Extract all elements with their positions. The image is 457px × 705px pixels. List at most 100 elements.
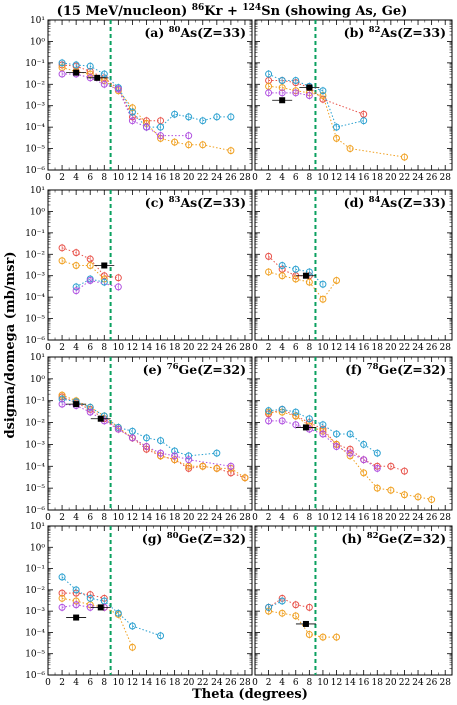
series-line-blue [75, 278, 105, 288]
data-point-purple [86, 408, 94, 416]
series-line-orange [61, 260, 105, 280]
data-point-purple [319, 430, 327, 438]
x-tick-label: 12 [127, 343, 138, 353]
data-point-blue [199, 117, 207, 125]
x-tick-label: 4 [279, 343, 285, 353]
x-tick-label: 26 [225, 173, 237, 183]
data-point-blue [157, 632, 165, 640]
y-tick-label: 10⁰ [30, 543, 45, 553]
data-point-purple [157, 132, 165, 140]
data-point-black [279, 97, 286, 104]
series-line-purple [62, 403, 231, 467]
x-tick-label: 8 [306, 678, 312, 688]
data-point-orange [319, 633, 327, 641]
data-point-blue [319, 421, 327, 429]
data-point-black [306, 84, 313, 91]
data-point-black [302, 620, 309, 627]
panel-frame [254, 525, 453, 676]
x-tick-label: 24 [211, 513, 223, 523]
data-point-blue [319, 280, 327, 288]
data-point-purple [360, 456, 368, 464]
data-point-red [292, 601, 300, 609]
data-point-orange [292, 612, 300, 620]
data-point-blue [305, 415, 313, 423]
data-point-purple [114, 283, 122, 291]
y-tick-label: 10⁰ [30, 37, 45, 47]
x-tick-label: 12 [127, 173, 138, 183]
series-line-blue [282, 265, 324, 285]
data-point-blue [278, 405, 286, 413]
data-point-red [387, 462, 395, 470]
data-point-purple [227, 462, 235, 470]
data-point-purple [278, 417, 286, 425]
data-point-orange [278, 609, 286, 617]
series-line-red [268, 408, 405, 472]
x-tick-label: 12 [331, 343, 342, 353]
x-tick-label: 18 [169, 343, 181, 353]
data-point-blue [265, 603, 273, 611]
x-tick-label: 22 [197, 173, 208, 183]
data-point-orange [305, 630, 313, 638]
y-tick-label: 10⁻² [25, 586, 45, 596]
data-point-orange [278, 272, 286, 280]
data-point-black [73, 401, 80, 408]
data-point-blue [114, 609, 122, 617]
data-point-purple [128, 117, 136, 125]
data-point-blue [292, 265, 300, 273]
data-point-orange [72, 261, 80, 269]
y-tick-label: 10⁻⁵ [25, 315, 45, 325]
series-line-orange [268, 85, 405, 158]
data-point-purple [100, 80, 108, 88]
y-tick-label: 10⁻⁶ [25, 671, 45, 681]
x-tick-label: 26 [426, 343, 438, 353]
panel-label: (h) 82Ge(Z=32) [341, 531, 446, 546]
y-tick-label: 10¹ [30, 353, 45, 363]
data-point-orange [185, 141, 193, 149]
data-point-black [302, 272, 309, 279]
x-tick-label: 20 [183, 513, 195, 523]
x-tick-label: 10 [113, 343, 125, 353]
data-point-purple [72, 287, 80, 295]
data-point-red [305, 603, 313, 611]
x-tick-label: 20 [385, 343, 397, 353]
series-line-red [268, 80, 364, 115]
data-point-blue [100, 278, 108, 286]
x-tick-label: 0 [252, 173, 258, 183]
x-tick-label: 20 [385, 678, 397, 688]
x-tick-label: 26 [426, 678, 438, 688]
data-point-black [73, 614, 80, 621]
x-tick-label: 10 [317, 678, 329, 688]
x-tick-label: 6 [87, 343, 93, 353]
data-point-blue [346, 430, 354, 438]
x-tick-label: 26 [426, 173, 438, 183]
x-tick-label: 4 [279, 678, 285, 688]
data-point-blue [185, 113, 193, 121]
data-point-orange [428, 496, 436, 504]
data-point-blue [72, 586, 80, 594]
x-tick-label: 24 [412, 678, 424, 688]
x-tick-label: 22 [399, 173, 410, 183]
data-point-orange [319, 295, 327, 303]
data-point-blue [265, 407, 273, 415]
data-point-purple [58, 70, 66, 78]
x-tick-label: 2 [59, 678, 65, 688]
x-tick-label: 14 [141, 513, 153, 523]
x-tick-label: 12 [331, 173, 342, 183]
data-point-blue [157, 437, 165, 445]
data-point-purple [142, 443, 150, 451]
data-point-orange [360, 469, 368, 477]
y-tick-label: 10⁻⁴ [25, 628, 45, 638]
data-point-blue [128, 108, 136, 116]
data-point-orange [373, 484, 381, 492]
data-point-orange [333, 276, 341, 284]
x-tick-label: 10 [317, 343, 329, 353]
panel-label: (c) 83As(Z=33) [145, 195, 246, 210]
x-tick-label: 2 [266, 173, 272, 183]
panel-label: (e) 76Ge(Z=32) [143, 362, 246, 377]
data-point-purple [265, 417, 273, 425]
x-tick-label: 6 [293, 678, 299, 688]
data-point-blue [360, 117, 368, 125]
